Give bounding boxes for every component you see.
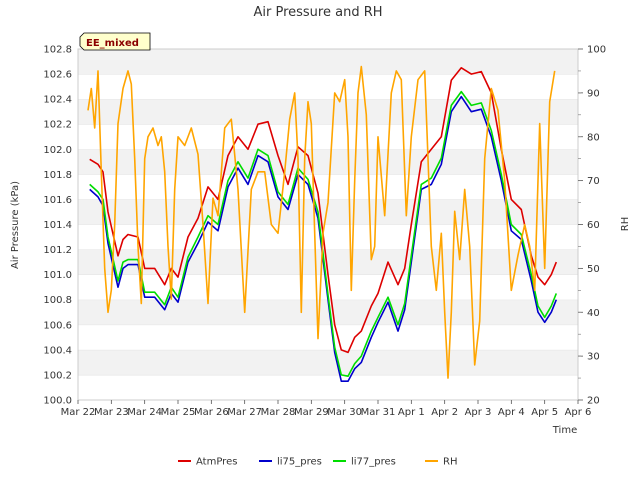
chart-title: Air Pressure and RH bbox=[253, 5, 382, 20]
x-tick-label: Mar 27 bbox=[227, 407, 262, 418]
grid-band bbox=[78, 224, 578, 250]
y-right-tick-label: 90 bbox=[587, 88, 600, 99]
series-line-li77-pres bbox=[89, 90, 558, 378]
series-line-atmpres bbox=[89, 67, 558, 354]
legend-label: li77_pres bbox=[351, 457, 396, 468]
legend-label: li75_pres bbox=[277, 457, 322, 468]
x-tick-label: Mar 22 bbox=[61, 407, 96, 418]
legend: AtmPres li75_pres li77_pres RH bbox=[178, 457, 457, 468]
y-right-tick-label: 40 bbox=[587, 308, 600, 319]
y-right-tick-label: 70 bbox=[587, 176, 600, 187]
legend-label: AtmPres bbox=[196, 457, 237, 468]
y-right-tick-label: 80 bbox=[587, 132, 600, 143]
y-left-tick-label: 100.6 bbox=[43, 320, 72, 331]
grid-band bbox=[78, 74, 578, 100]
x-tick-label: Mar 26 bbox=[194, 407, 229, 418]
y-left-tick-label: 100.2 bbox=[43, 370, 72, 381]
y-left-tick-label: 101.2 bbox=[43, 245, 72, 256]
badge-label: EE_mixed bbox=[86, 38, 139, 49]
y-left-tick-label: 101.0 bbox=[43, 270, 72, 281]
series-line-rh bbox=[87, 65, 556, 379]
y-left-tick-label: 102.8 bbox=[43, 45, 72, 56]
x-tick-label: Mar 30 bbox=[327, 407, 362, 418]
grid-band bbox=[78, 324, 578, 350]
y-axis-left-title: Air Pressure (kPa) bbox=[10, 181, 21, 269]
y-left-tick-label: 100.4 bbox=[43, 345, 72, 356]
x-tick-label: Apr 4 bbox=[498, 407, 525, 418]
grid-bands bbox=[78, 48, 578, 400]
y-left-tick-label: 102.0 bbox=[43, 145, 72, 156]
y-left-tick-label: 102.4 bbox=[43, 95, 72, 106]
y-left-tick-label: 101.8 bbox=[43, 170, 72, 181]
x-tick-label: Mar 25 bbox=[161, 407, 196, 418]
legend-label: RH bbox=[443, 457, 457, 468]
x-tick-label: Mar 31 bbox=[361, 407, 396, 418]
y-left-tick-label: 100.0 bbox=[43, 396, 72, 407]
y-left-tick-label: 100.8 bbox=[43, 295, 72, 306]
x-tick-label: Mar 24 bbox=[127, 407, 162, 418]
grid-band bbox=[78, 49, 578, 75]
x-tick-label: Mar 28 bbox=[261, 407, 296, 418]
right-axis: 20 30 40 50 60 70 80 90 100 bbox=[578, 45, 606, 407]
grid-band bbox=[78, 374, 578, 400]
y-right-tick-label: 60 bbox=[587, 220, 600, 231]
y-left-tick-label: 101.4 bbox=[43, 220, 72, 231]
y-right-tick-label: 20 bbox=[587, 396, 600, 407]
y-left-tick-label: 101.6 bbox=[43, 195, 72, 206]
badge: EE_mixed bbox=[79, 32, 151, 51]
x-tick-label: Apr 2 bbox=[431, 407, 458, 418]
x-axis-title: Time bbox=[552, 425, 577, 436]
x-tick-label: Mar 29 bbox=[294, 407, 329, 418]
y-axis-right-title: RH bbox=[620, 217, 631, 231]
left-axis: 100.0 100.2 100.4 100.6 100.8 101.0 101.2 101.4… bbox=[43, 45, 72, 407]
x-tick-label: Apr 3 bbox=[465, 407, 492, 418]
x-tick-label: Mar 23 bbox=[94, 407, 129, 418]
grid-band bbox=[78, 99, 578, 125]
x-tick-label: Apr 6 bbox=[565, 407, 592, 418]
x-tick-label: Apr 5 bbox=[531, 407, 558, 418]
y-left-tick-label: 102.2 bbox=[43, 120, 72, 131]
y-right-tick-label: 30 bbox=[587, 352, 600, 363]
grid-band bbox=[78, 349, 578, 375]
y-right-tick-label: 50 bbox=[587, 264, 600, 275]
x-tick-label: Apr 1 bbox=[398, 407, 425, 418]
series-layer bbox=[87, 65, 558, 383]
y-right-tick-label: 100 bbox=[587, 45, 606, 56]
y-left-tick-label: 102.6 bbox=[43, 70, 72, 81]
